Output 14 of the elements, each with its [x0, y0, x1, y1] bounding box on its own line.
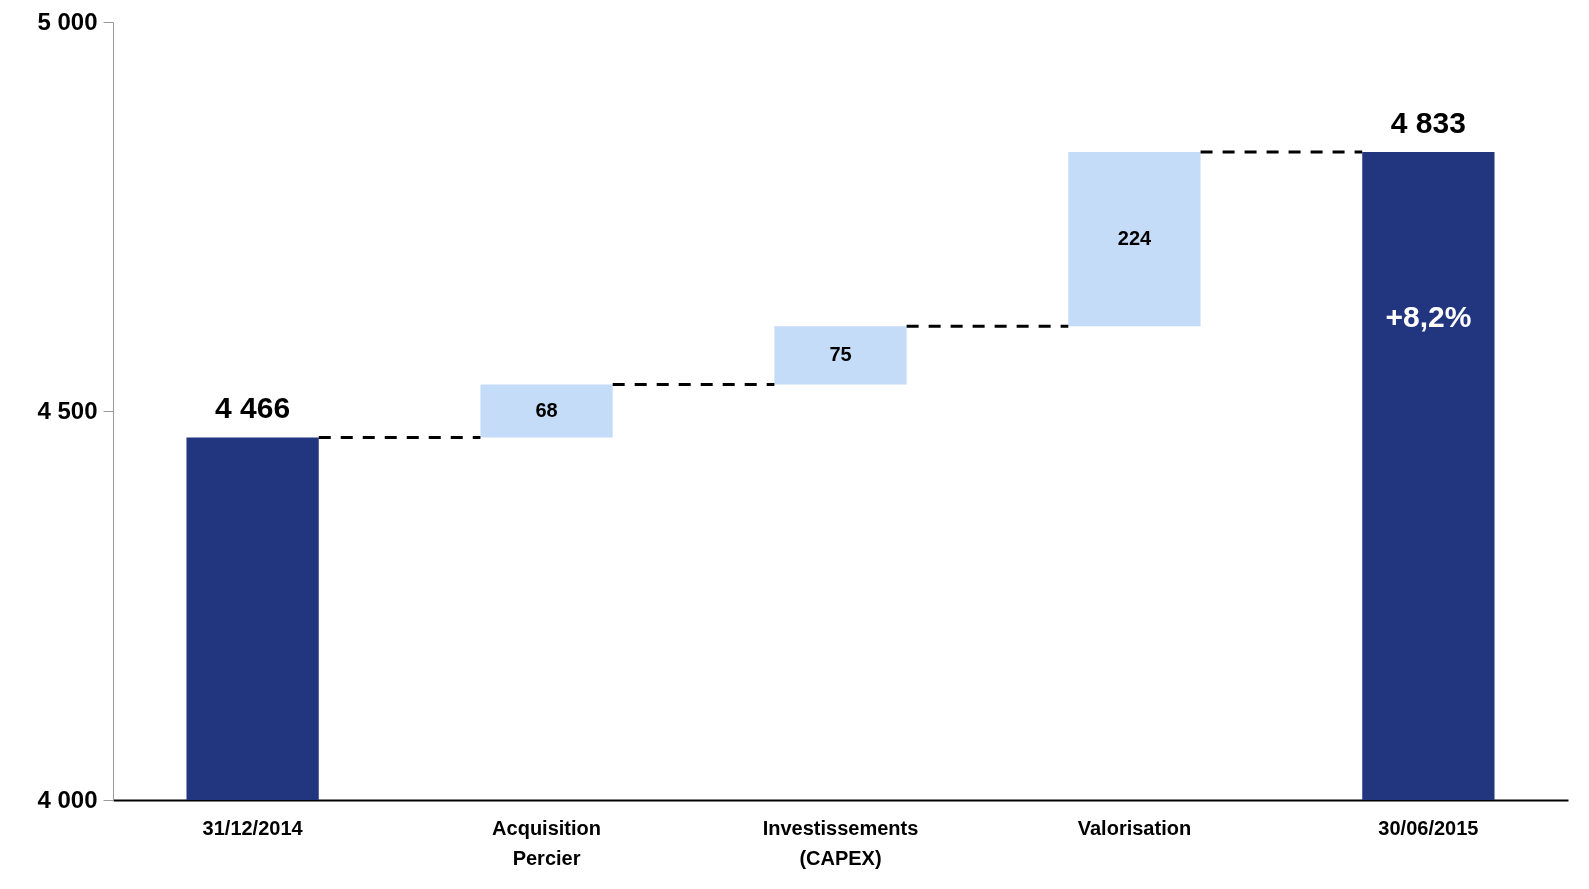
- x-tick-label: Acquisition Percier: [492, 816, 602, 869]
- x-tick-label: Valorisation: [1077, 816, 1192, 839]
- annotation: +8,2%: [1385, 299, 1472, 333]
- y-tick-label: 4 000: [37, 785, 98, 813]
- x-tick-label: 30/06/2015: [1378, 816, 1479, 839]
- y-tick-label: 5 000: [37, 7, 98, 35]
- data-label: 4 833: [1390, 105, 1466, 139]
- data-label: 4 466: [215, 391, 291, 425]
- y-tick-label: 4 500: [37, 396, 98, 424]
- data-label: 68: [535, 399, 558, 421]
- data-label: 224: [1117, 227, 1152, 250]
- data-label: 75: [829, 343, 852, 366]
- x-tick-label: Investissements (CAPEX): [762, 816, 919, 869]
- x-tick-label: 31/12/2014: [202, 816, 304, 839]
